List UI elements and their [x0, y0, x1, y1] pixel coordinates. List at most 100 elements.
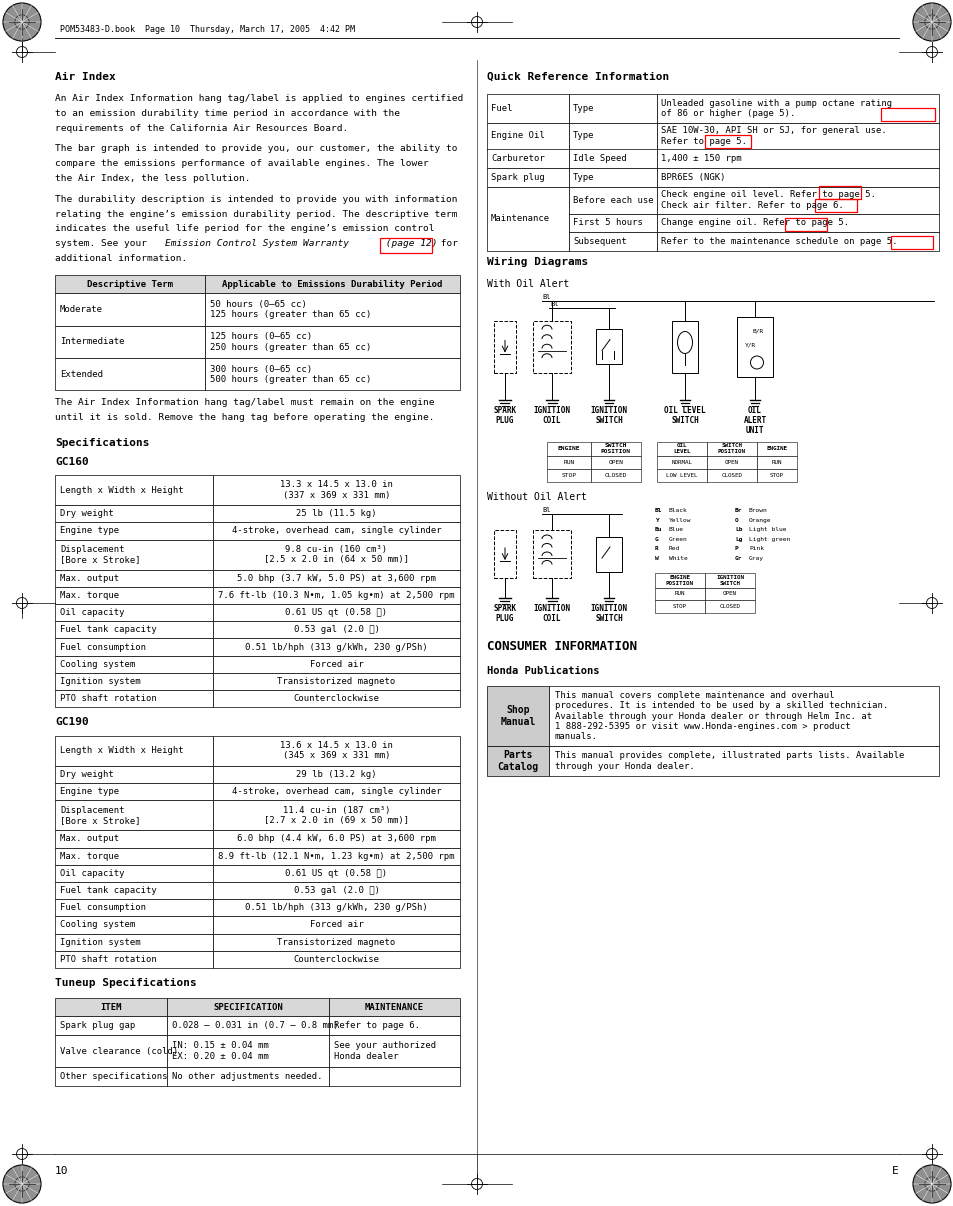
Bar [205, 275, 459, 293]
Bar [890, 236, 932, 248]
Text: E: E [891, 1166, 898, 1176]
Text: PTO shaft rotation: PTO shaft rotation [60, 955, 156, 964]
Text: Light green: Light green [748, 537, 789, 541]
Text: 0.53 gal (2.0 ℓ): 0.53 gal (2.0 ℓ) [294, 626, 379, 634]
Text: IGNITION
SWITCH: IGNITION SWITCH [590, 405, 627, 425]
Text: POM53483-D.book  Page 10  Thursday, March 17, 2005  4:42 PM: POM53483-D.book Page 10 Thursday, March … [60, 25, 355, 35]
Text: (page 12): (page 12) [379, 239, 437, 248]
Bar [568, 187, 657, 213]
Bar [55, 475, 213, 505]
Bar [55, 900, 213, 917]
Text: This manual provides complete, illustrated parts lists. Available
through your H: This manual provides complete, illustrat… [555, 751, 903, 771]
Circle shape [912, 2, 950, 41]
Bar [486, 747, 548, 775]
Text: Counterclockwise: Counterclockwise [294, 955, 379, 964]
Text: Transistorized magneto: Transistorized magneto [277, 677, 395, 686]
Bar [706, 456, 757, 469]
Text: Max. torque: Max. torque [60, 851, 119, 861]
Text: OPEN: OPEN [724, 459, 739, 466]
Text: STOP: STOP [769, 473, 783, 478]
Bar [55, 1017, 167, 1035]
Text: Cooling system: Cooling system [60, 920, 135, 930]
Text: IGNITION
SWITCH: IGNITION SWITCH [590, 604, 627, 624]
Text: Max. output: Max. output [60, 574, 119, 582]
Bar [568, 150, 657, 168]
Text: Quick Reference Information: Quick Reference Information [486, 72, 669, 82]
Text: Max. output: Max. output [60, 835, 119, 843]
Text: Black: Black [668, 508, 687, 513]
Bar [590, 456, 640, 469]
Bar [590, 469, 640, 482]
Text: the Air Index, the less pollution.: the Air Index, the less pollution. [55, 174, 251, 183]
Text: Moderate: Moderate [60, 305, 103, 314]
Bar [757, 441, 796, 456]
Text: Yellow: Yellow [668, 517, 691, 522]
Bar [213, 587, 459, 604]
Bar [55, 275, 205, 293]
Bar [55, 358, 205, 391]
Bar [55, 505, 213, 522]
Bar [704, 135, 750, 148]
Text: GC160: GC160 [55, 457, 89, 467]
Text: STOP: STOP [561, 473, 576, 478]
Text: Bu: Bu [655, 527, 661, 532]
Text: W: W [655, 556, 659, 561]
Bar [213, 830, 459, 848]
Bar [205, 293, 459, 326]
Text: 4-stroke, overhead cam, single cylinder: 4-stroke, overhead cam, single cylinder [232, 527, 441, 535]
Text: ENGINE
POSITION: ENGINE POSITION [665, 575, 693, 586]
Text: Type: Type [573, 131, 594, 141]
Bar [213, 673, 459, 690]
Bar [55, 673, 213, 690]
Text: An Air Index Information hang tag/label is applied to engines certified: An Air Index Information hang tag/label … [55, 94, 463, 103]
Bar [55, 1067, 167, 1085]
Text: Parts
Catalog: Parts Catalog [497, 750, 538, 772]
Bar [213, 900, 459, 917]
Text: Pink: Pink [748, 546, 763, 551]
Bar [486, 168, 568, 187]
Text: IGNITION
COIL: IGNITION COIL [533, 405, 570, 425]
Text: Displacement
[Bore x Stroke]: Displacement [Bore x Stroke] [60, 806, 140, 825]
Text: ITEM: ITEM [100, 1002, 122, 1012]
Text: 0.61 US qt (0.58 ℓ): 0.61 US qt (0.58 ℓ) [285, 608, 387, 617]
Bar [213, 865, 459, 882]
Text: No other adjustments needed.: No other adjustments needed. [172, 1072, 322, 1081]
Bar [213, 522, 459, 539]
Text: system. See your: system. See your [55, 239, 152, 248]
Text: 0.028 – 0.031 in (0.7 – 0.8 mm): 0.028 – 0.031 in (0.7 – 0.8 mm) [172, 1021, 338, 1030]
Bar [213, 933, 459, 950]
Text: First 5 hours: First 5 hours [573, 218, 642, 227]
Bar [213, 475, 459, 505]
Bar [213, 569, 459, 587]
Bar [205, 326, 459, 358]
Text: Carburetor: Carburetor [491, 154, 544, 163]
Text: 4-stroke, overhead cam, single cylinder: 4-stroke, overhead cam, single cylinder [232, 788, 441, 796]
Bar [596, 537, 621, 572]
Text: 1,400 ± 150 rpm: 1,400 ± 150 rpm [660, 154, 740, 163]
Bar [329, 1017, 459, 1035]
Text: Type: Type [573, 172, 594, 182]
Bar [55, 539, 213, 569]
Text: relating the engine’s emission durability period. The descriptive term: relating the engine’s emission durabilit… [55, 210, 457, 218]
Text: OPEN: OPEN [722, 591, 737, 596]
Text: Forced air: Forced air [310, 920, 363, 930]
Text: additional information.: additional information. [55, 254, 187, 263]
Bar [655, 601, 704, 613]
Text: SAE 10W-30, API SH or SJ, for general use.
Refer to page 5.: SAE 10W-30, API SH or SJ, for general us… [660, 127, 886, 146]
Bar [546, 441, 590, 456]
Bar [55, 950, 213, 968]
Bar [657, 150, 938, 168]
Text: Length x Width x Height: Length x Width x Height [60, 486, 183, 494]
Text: See your authorized
Honda dealer: See your authorized Honda dealer [334, 1042, 436, 1061]
Bar [55, 766, 213, 783]
Bar [486, 187, 568, 251]
Text: 0.53 gal (2.0 ℓ): 0.53 gal (2.0 ℓ) [294, 886, 379, 895]
Text: 0.51 lb/hph (313 g/kWh, 230 g/PSh): 0.51 lb/hph (313 g/kWh, 230 g/PSh) [245, 903, 428, 912]
Bar [546, 456, 590, 469]
Bar [533, 529, 571, 578]
Bar [55, 997, 167, 1017]
Bar [329, 1035, 459, 1067]
Text: Before each use: Before each use [573, 195, 653, 205]
Bar [55, 848, 213, 865]
Text: Subsequent: Subsequent [573, 236, 626, 246]
